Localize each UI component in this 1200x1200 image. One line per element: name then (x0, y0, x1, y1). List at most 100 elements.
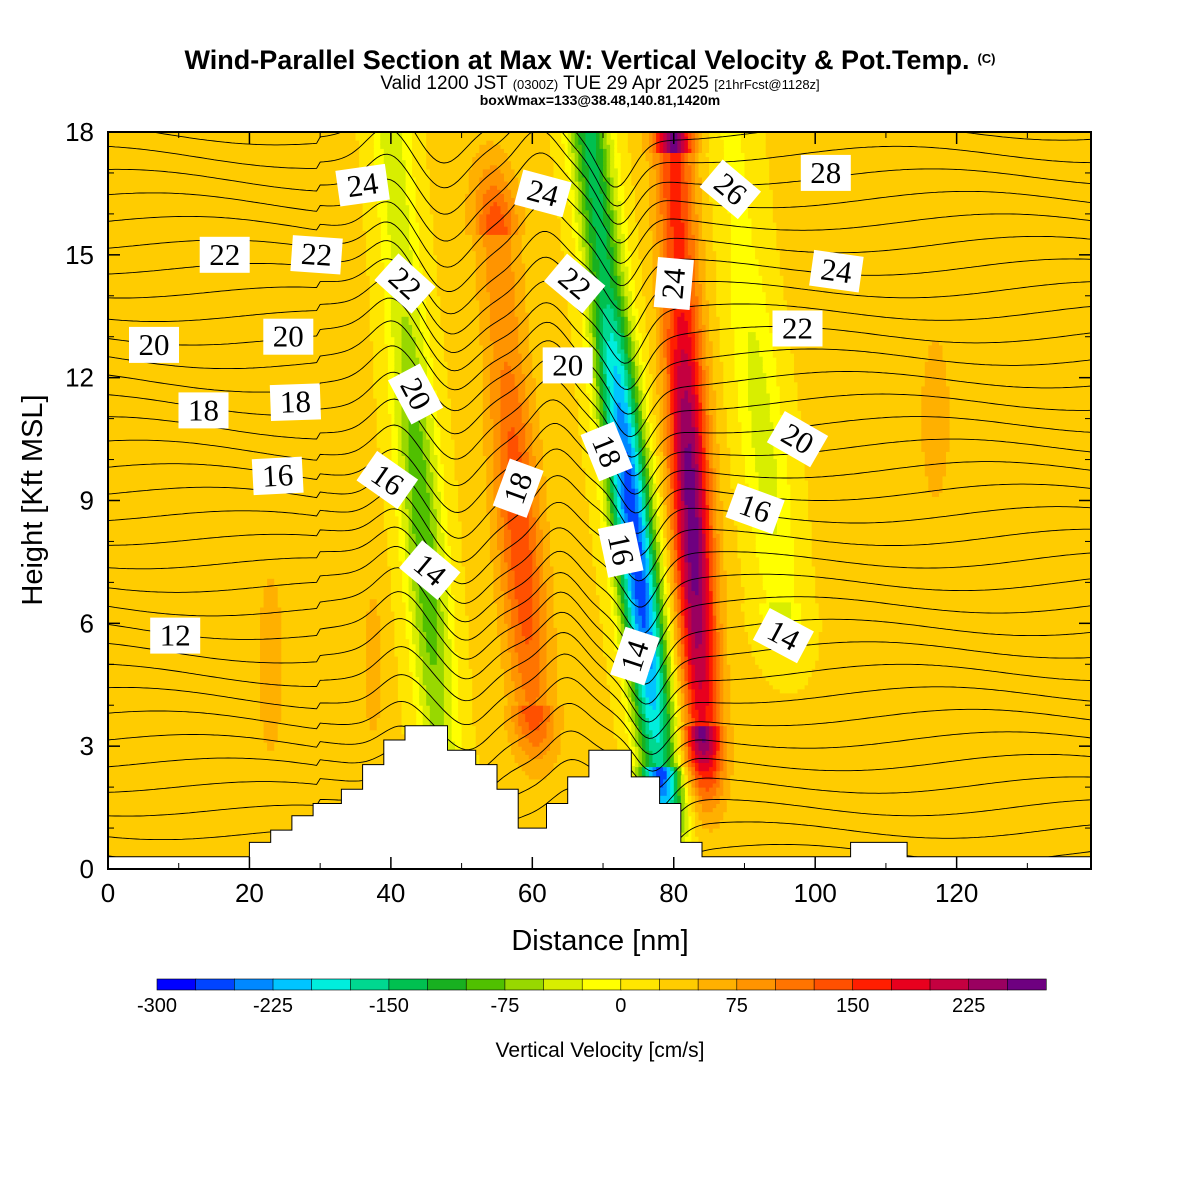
colorbar-tick-label: -225 (253, 995, 293, 1017)
y-tick-label: 0 (80, 854, 94, 884)
theta-label: 12 (150, 617, 201, 654)
theta-contour (108, 177, 1091, 268)
theta-contour (108, 204, 1091, 292)
forecast-info: [21hrFcst@1128z] (714, 77, 819, 92)
colorbar-swatch (852, 978, 893, 991)
theta-label-text: 22 (209, 237, 240, 272)
theta-label: 16 (597, 521, 644, 578)
x-tick-label: 100 (793, 878, 836, 908)
theta-label-text: 18 (188, 392, 219, 427)
colorbar (156, 978, 1047, 991)
x-tick-label: 20 (235, 878, 264, 908)
terrain (108, 725, 1091, 869)
theta-contour (149, 132, 1091, 188)
theta-contour (108, 567, 1091, 661)
theta-label: 28 (800, 154, 851, 191)
theta-label-text: 16 (261, 457, 294, 494)
theta-label: 16 (725, 483, 785, 535)
theta-label-text: 24 (655, 266, 693, 300)
colorbar-swatch (311, 978, 351, 991)
theta-contour (108, 132, 1091, 207)
theta-label: 22 (199, 236, 250, 273)
colorbar-swatch (388, 978, 429, 991)
colorbar-tick-label: 75 (726, 995, 748, 1017)
x-axis: 0 20 40 60 80 100 120 (101, 132, 1028, 908)
colorbar-swatch (504, 978, 545, 991)
theta-contour (108, 653, 1091, 739)
colorbar-swatch (427, 978, 467, 991)
theta-label: 24 (809, 249, 864, 293)
theta-label: 20 (263, 318, 314, 355)
theta-label: 18 (178, 392, 229, 429)
x-tick-label: 80 (659, 878, 688, 908)
theta-contour (108, 611, 1091, 705)
colorbar-ticks: -300 -225 -150 -75 0 75 150 225 (137, 995, 985, 1017)
y-tick-label: 15 (65, 240, 94, 270)
theta-label-text: 20 (139, 327, 170, 362)
theta-contour (108, 526, 1091, 608)
x-tick-label: 120 (935, 878, 978, 908)
y-axis: 0 3 6 9 12 15 18 (65, 117, 1091, 884)
y-tick-label: 3 (80, 731, 94, 761)
theta-label-text: 18 (279, 384, 311, 420)
valid-utc: (0300Z) (513, 77, 559, 92)
colorbar-swatch (195, 978, 235, 991)
theta-contour (108, 277, 1091, 364)
colorbar-swatch (234, 978, 274, 991)
colorbar-swatch (659, 978, 699, 991)
box-max-info: boxWmax=133@38.48,140.81,1420m (480, 92, 721, 108)
theta-label-text: 22 (782, 311, 813, 346)
colorbar-tick-label: -150 (369, 995, 409, 1017)
colorbar-tick-label: 0 (615, 995, 626, 1017)
colorbar-swatch (736, 978, 777, 991)
theta-label: 18 (492, 458, 544, 518)
colorbar-tick-label: -75 (490, 995, 519, 1017)
colorbar-swatch (543, 978, 583, 991)
colorbar-swatch (968, 978, 1009, 991)
theta-label-text: 28 (810, 155, 841, 190)
theta-contour (108, 475, 1091, 563)
theta-label: 24 (335, 163, 390, 207)
theta-contour (108, 591, 1091, 685)
theta-label: 24 (514, 169, 572, 218)
colorbar-swatch (1006, 978, 1047, 991)
theta-label-text: 20 (273, 319, 304, 354)
copyright-mark: (C) (977, 51, 995, 66)
theta-contour (108, 677, 1091, 755)
colorbar-tick-label: -300 (137, 995, 177, 1017)
y-tick-label: 6 (80, 608, 94, 638)
colorbar-swatch (272, 978, 313, 991)
colorbar-swatch (697, 978, 738, 991)
colorbar-swatch (465, 978, 506, 991)
colorbar-swatch (891, 978, 931, 991)
theta-contour (108, 730, 1091, 799)
x-tick-label: 60 (518, 878, 547, 908)
colorbar-swatch (349, 978, 390, 991)
colorbar-tick-label: 225 (952, 995, 985, 1017)
theta-label: 22 (772, 310, 823, 347)
x-tick-label: 0 (101, 878, 115, 908)
theta-label-text: 12 (160, 618, 191, 653)
theta-contour (108, 632, 1091, 723)
theta-contour (108, 320, 1091, 415)
y-tick-label: 18 (65, 117, 94, 147)
x-tick-label: 40 (376, 878, 405, 908)
theta-label: 20 (129, 326, 179, 363)
theta-contour (108, 132, 1091, 225)
theta-contour (108, 256, 1091, 338)
y-tick-label: 9 (80, 486, 94, 516)
chart-subtitle: Valid 1200 JST (0300Z) TUE 29 Apr 2025 [… (380, 73, 819, 94)
theta-contour (108, 546, 1091, 635)
theta-label-text: 20 (552, 347, 583, 382)
chart-title: Wind-Parallel Section at Max W: Vertical… (184, 45, 995, 75)
colorbar-swatch (929, 978, 970, 991)
theta-label-text: 16 (601, 531, 642, 569)
y-axis-label: Height [Kft MSL] (17, 394, 49, 605)
x-axis-label: Distance [nm] (511, 925, 688, 957)
colorbar-swatch (581, 978, 622, 991)
colorbar-swatch (620, 978, 661, 991)
theta-label: 24 (653, 257, 694, 310)
